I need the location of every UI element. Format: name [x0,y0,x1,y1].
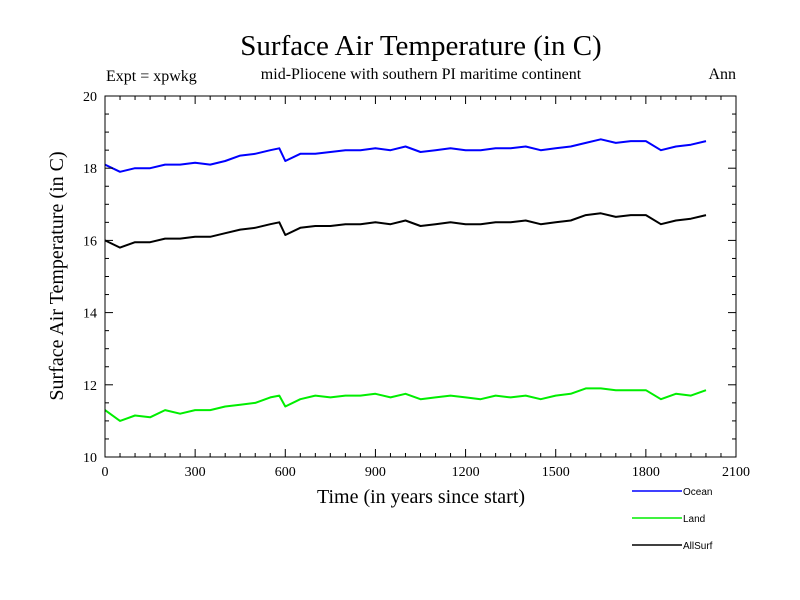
y-axis: 10 12 14 16 18 20 [83,90,736,466]
x-tick-label: 2100 [722,465,750,480]
x-tick-label: 300 [185,465,206,480]
y-tick-label: 18 [83,162,97,177]
x-tick-label: 1500 [542,465,570,480]
experiment-label: Expt = xpwkg [106,68,197,85]
chart-title: Surface Air Temperature (in C) [240,30,601,62]
x-axis-label: Time (in years since start) [317,486,525,508]
y-tick-label: 12 [83,379,97,394]
experiment-description: mid-Pliocene with southern PI maritime c… [261,66,582,83]
series-line-ocean [104,138,707,173]
x-tick-label: 0 [102,465,109,480]
y-tick-label: 16 [83,234,97,249]
season-label: Ann [708,66,736,83]
legend: Ocean Land AllSurf [632,487,713,552]
y-tick-label: 20 [83,90,97,105]
plot-frame [104,95,737,458]
series-line-land [104,387,707,422]
legend-label-ocean: Ocean [683,487,712,498]
y-tick-label: 10 [83,451,97,466]
x-tick-label: 1800 [632,465,660,480]
legend-label-allsurf: AllSurf [683,541,713,552]
plot-lines [104,138,707,422]
x-tick-label: 1200 [452,465,480,480]
x-tick-label: 900 [365,465,386,480]
y-axis-label: Surface Air Temperature (in C) [46,151,68,400]
y-tick-label: 14 [83,307,97,322]
x-tick-label: 600 [275,465,296,480]
legend-label-land: Land [683,514,705,525]
series-line-allsurf [104,212,707,249]
x-axis: 0 300 600 900 1200 1500 1800 2100 [102,96,750,480]
